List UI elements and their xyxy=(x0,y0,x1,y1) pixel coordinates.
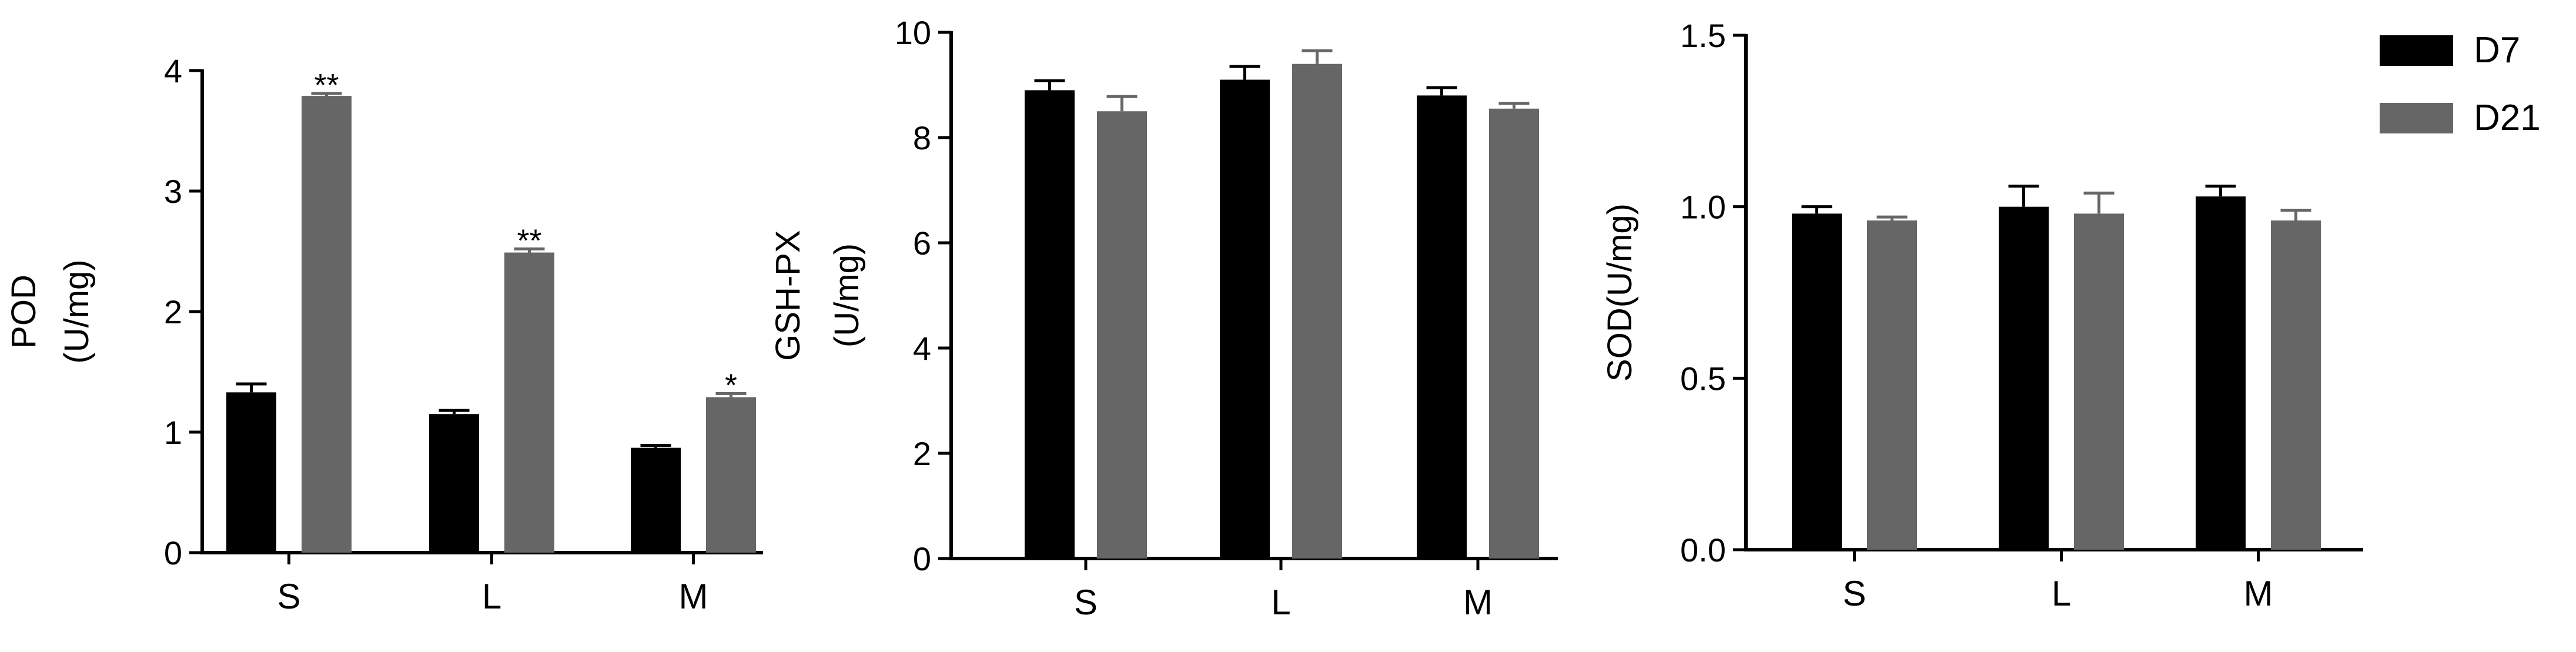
y-tick-label: 2 xyxy=(164,293,182,330)
chart-sod: 0.0 0.5 1.0 1.5 SOD(U/mg) S L M xyxy=(1601,17,2363,613)
y-axis-label: SOD(U/mg) xyxy=(1601,203,1639,382)
x-tick-label: M xyxy=(679,577,708,616)
bar-d21-m xyxy=(2271,220,2321,550)
y-tick-label: 1 xyxy=(164,414,182,451)
y-axis-label: GSH-PX xyxy=(769,230,807,360)
bar-d7-m xyxy=(2196,196,2246,550)
legend-swatch-d21 xyxy=(2380,103,2453,133)
legend-swatch-d7 xyxy=(2380,35,2453,66)
y-tick-label: 10 xyxy=(895,14,931,51)
bar-d21-l xyxy=(1292,63,1342,559)
bar-d21-l xyxy=(2074,213,2124,550)
y-tick-label: 6 xyxy=(913,225,931,262)
y-axis-label: (U/mg) xyxy=(58,259,96,363)
bar-d7-l xyxy=(1220,79,1270,559)
bar-d7-m xyxy=(631,447,681,553)
x-tick-label: L xyxy=(1271,583,1290,622)
y-tick-label: 0 xyxy=(913,540,931,577)
bar-d21-s xyxy=(302,96,352,553)
significance-marker: * xyxy=(725,367,737,403)
bar-d7-l xyxy=(429,414,479,553)
y-tick-label: 3 xyxy=(164,173,182,210)
bar-d7-s xyxy=(1025,90,1075,559)
bar-d21-l xyxy=(504,252,554,553)
y-tick-label: 0 xyxy=(164,534,182,571)
x-tick-label: S xyxy=(277,577,300,616)
x-tick-label: S xyxy=(1074,583,1098,622)
bar-d7-m xyxy=(1417,95,1467,559)
bar-d21-m xyxy=(1489,108,1539,559)
y-axis-label: POD xyxy=(5,275,43,349)
bar-d7-l xyxy=(1999,206,2049,550)
legend-label-d7: D7 xyxy=(2474,30,2520,71)
bar-d21-s xyxy=(1867,220,1917,550)
y-tick-label: 2 xyxy=(913,435,931,472)
significance-marker: ** xyxy=(314,68,339,103)
chart-gsh-px: 0 2 4 6 8 10 GSH-PX (U/mg) S L M xyxy=(769,14,1558,622)
bar-d21-m xyxy=(706,397,756,553)
legend: D7 D21 xyxy=(2380,30,2541,138)
y-tick-label: 0.5 xyxy=(1680,360,1726,397)
bar-d7-s xyxy=(226,392,276,553)
bar-d7-s xyxy=(1792,213,1842,550)
y-tick-label: 4 xyxy=(164,52,182,89)
bar-d21-s xyxy=(1097,111,1147,559)
y-tick-label: 4 xyxy=(913,330,931,367)
x-tick-label: S xyxy=(1842,574,1866,613)
x-tick-label: M xyxy=(2244,574,2273,613)
y-tick-label: 1.5 xyxy=(1680,17,1726,54)
y-tick-label: 8 xyxy=(913,119,931,156)
legend-label-d21: D21 xyxy=(2474,98,2541,138)
y-tick-label: 1.0 xyxy=(1680,189,1726,226)
x-tick-label: M xyxy=(1463,583,1493,622)
x-tick-label: L xyxy=(482,577,501,616)
significance-marker: ** xyxy=(517,223,541,258)
x-tick-label: L xyxy=(2052,574,2071,613)
y-axis-label: (U/mg) xyxy=(828,243,866,347)
y-tick-label: 0.0 xyxy=(1680,531,1726,569)
